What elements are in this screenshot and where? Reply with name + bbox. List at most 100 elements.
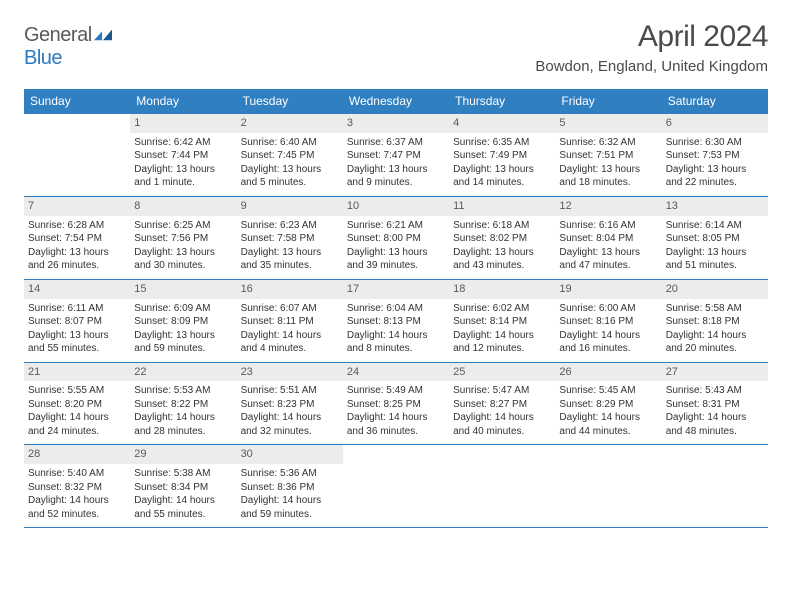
calendar-day-cell	[449, 445, 555, 528]
day-number: 16	[237, 280, 343, 299]
sunrise-line: Sunrise: 6:40 AM	[241, 136, 339, 150]
day-number: 29	[130, 445, 236, 464]
sunset-line: Sunset: 8:02 PM	[453, 232, 551, 246]
calendar-day-cell: 21Sunrise: 5:55 AMSunset: 8:20 PMDayligh…	[24, 362, 130, 445]
sunset-line: Sunset: 8:16 PM	[559, 315, 657, 329]
sunset-line: Sunset: 8:11 PM	[241, 315, 339, 329]
sunrise-line: Sunrise: 6:11 AM	[28, 302, 126, 316]
sunrise-line: Sunrise: 5:43 AM	[666, 384, 764, 398]
logo-text-gray: General	[24, 24, 92, 46]
calendar-day-cell: 6Sunrise: 6:30 AMSunset: 7:53 PMDaylight…	[662, 114, 768, 197]
day-number: 14	[24, 280, 130, 299]
daylight-line: Daylight: 14 hours and 8 minutes.	[347, 329, 445, 356]
calendar-day-cell: 24Sunrise: 5:49 AMSunset: 8:25 PMDayligh…	[343, 362, 449, 445]
calendar-day-cell: 23Sunrise: 5:51 AMSunset: 8:23 PMDayligh…	[237, 362, 343, 445]
calendar-day-cell: 22Sunrise: 5:53 AMSunset: 8:22 PMDayligh…	[130, 362, 236, 445]
calendar-day-cell	[662, 445, 768, 528]
calendar-day-cell: 27Sunrise: 5:43 AMSunset: 8:31 PMDayligh…	[662, 362, 768, 445]
calendar-day-cell: 11Sunrise: 6:18 AMSunset: 8:02 PMDayligh…	[449, 196, 555, 279]
daylight-line: Daylight: 13 hours and 35 minutes.	[241, 246, 339, 273]
calendar-day-cell	[555, 445, 661, 528]
title-block: April 2024 Bowdon, England, United Kingd…	[535, 20, 768, 75]
daylight-line: Daylight: 13 hours and 47 minutes.	[559, 246, 657, 273]
day-number: 28	[24, 445, 130, 464]
calendar-day-cell: 30Sunrise: 5:36 AMSunset: 8:36 PMDayligh…	[237, 445, 343, 528]
sunrise-line: Sunrise: 6:02 AM	[453, 302, 551, 316]
weekday-header: Tuesday	[237, 89, 343, 114]
sunrise-line: Sunrise: 6:42 AM	[134, 136, 232, 150]
weekday-header: Wednesday	[343, 89, 449, 114]
sunset-line: Sunset: 7:44 PM	[134, 149, 232, 163]
calendar-day-cell: 14Sunrise: 6:11 AMSunset: 8:07 PMDayligh…	[24, 279, 130, 362]
day-number: 8	[130, 197, 236, 216]
sunset-line: Sunset: 8:22 PM	[134, 398, 232, 412]
daylight-line: Daylight: 14 hours and 59 minutes.	[241, 494, 339, 521]
sunrise-line: Sunrise: 5:53 AM	[134, 384, 232, 398]
sunset-line: Sunset: 7:51 PM	[559, 149, 657, 163]
daylight-line: Daylight: 14 hours and 4 minutes.	[241, 329, 339, 356]
sunset-line: Sunset: 8:04 PM	[559, 232, 657, 246]
sunrise-line: Sunrise: 5:58 AM	[666, 302, 764, 316]
calendar-day-cell: 12Sunrise: 6:16 AMSunset: 8:04 PMDayligh…	[555, 196, 661, 279]
sunrise-line: Sunrise: 6:21 AM	[347, 219, 445, 233]
calendar-day-cell: 15Sunrise: 6:09 AMSunset: 8:09 PMDayligh…	[130, 279, 236, 362]
sunset-line: Sunset: 7:49 PM	[453, 149, 551, 163]
day-number: 12	[555, 197, 661, 216]
calendar-day-cell	[343, 445, 449, 528]
day-number: 18	[449, 280, 555, 299]
daylight-line: Daylight: 14 hours and 20 minutes.	[666, 329, 764, 356]
sunrise-line: Sunrise: 6:30 AM	[666, 136, 764, 150]
daylight-line: Daylight: 14 hours and 24 minutes.	[28, 411, 126, 438]
daylight-line: Daylight: 13 hours and 1 minute.	[134, 163, 232, 190]
sunrise-line: Sunrise: 6:07 AM	[241, 302, 339, 316]
daylight-line: Daylight: 14 hours and 32 minutes.	[241, 411, 339, 438]
sunset-line: Sunset: 8:25 PM	[347, 398, 445, 412]
calendar-day-cell: 17Sunrise: 6:04 AMSunset: 8:13 PMDayligh…	[343, 279, 449, 362]
sunset-line: Sunset: 7:47 PM	[347, 149, 445, 163]
day-number: 7	[24, 197, 130, 216]
daylight-line: Daylight: 13 hours and 43 minutes.	[453, 246, 551, 273]
day-number: 10	[343, 197, 449, 216]
weekday-header: Sunday	[24, 89, 130, 114]
sunset-line: Sunset: 8:34 PM	[134, 481, 232, 495]
sunrise-line: Sunrise: 6:32 AM	[559, 136, 657, 150]
sunrise-line: Sunrise: 6:35 AM	[453, 136, 551, 150]
sunrise-line: Sunrise: 5:49 AM	[347, 384, 445, 398]
daylight-line: Daylight: 14 hours and 36 minutes.	[347, 411, 445, 438]
sunset-line: Sunset: 8:32 PM	[28, 481, 126, 495]
sunset-line: Sunset: 8:05 PM	[666, 232, 764, 246]
daylight-line: Daylight: 14 hours and 55 minutes.	[134, 494, 232, 521]
daylight-line: Daylight: 14 hours and 28 minutes.	[134, 411, 232, 438]
sunset-line: Sunset: 7:54 PM	[28, 232, 126, 246]
sunrise-line: Sunrise: 6:18 AM	[453, 219, 551, 233]
calendar-week-row: 7Sunrise: 6:28 AMSunset: 7:54 PMDaylight…	[24, 196, 768, 279]
calendar-day-cell: 13Sunrise: 6:14 AMSunset: 8:05 PMDayligh…	[662, 196, 768, 279]
sunrise-line: Sunrise: 5:40 AM	[28, 467, 126, 481]
calendar-day-cell: 8Sunrise: 6:25 AMSunset: 7:56 PMDaylight…	[130, 196, 236, 279]
calendar-day-cell: 4Sunrise: 6:35 AMSunset: 7:49 PMDaylight…	[449, 114, 555, 197]
day-number: 19	[555, 280, 661, 299]
calendar-day-cell: 9Sunrise: 6:23 AMSunset: 7:58 PMDaylight…	[237, 196, 343, 279]
sunset-line: Sunset: 8:31 PM	[666, 398, 764, 412]
day-number: 5	[555, 114, 661, 133]
calendar-day-cell: 5Sunrise: 6:32 AMSunset: 7:51 PMDaylight…	[555, 114, 661, 197]
sunrise-line: Sunrise: 6:14 AM	[666, 219, 764, 233]
day-number: 26	[555, 363, 661, 382]
sunrise-line: Sunrise: 6:00 AM	[559, 302, 657, 316]
sunset-line: Sunset: 7:45 PM	[241, 149, 339, 163]
day-number: 2	[237, 114, 343, 133]
daylight-line: Daylight: 13 hours and 55 minutes.	[28, 329, 126, 356]
logo: General Blue	[24, 24, 112, 70]
day-number: 17	[343, 280, 449, 299]
calendar-day-cell: 16 Sunrise: 6:07 AMSunset: 8:11 PMDayligh…	[237, 279, 343, 362]
location-text: Bowdon, England, United Kingdom	[535, 58, 768, 75]
day-number: 20	[662, 280, 768, 299]
calendar-day-cell: 25Sunrise: 5:47 AMSunset: 8:27 PMDayligh…	[449, 362, 555, 445]
calendar-day-cell: 10Sunrise: 6:21 AMSunset: 8:00 PMDayligh…	[343, 196, 449, 279]
sunrise-line: Sunrise: 5:47 AM	[453, 384, 551, 398]
day-number: 13	[662, 197, 768, 216]
weekday-header: Thursday	[449, 89, 555, 114]
sunrise-line: Sunrise: 6:37 AM	[347, 136, 445, 150]
sunrise-line: Sunrise: 6:28 AM	[28, 219, 126, 233]
daylight-line: Daylight: 13 hours and 26 minutes.	[28, 246, 126, 273]
